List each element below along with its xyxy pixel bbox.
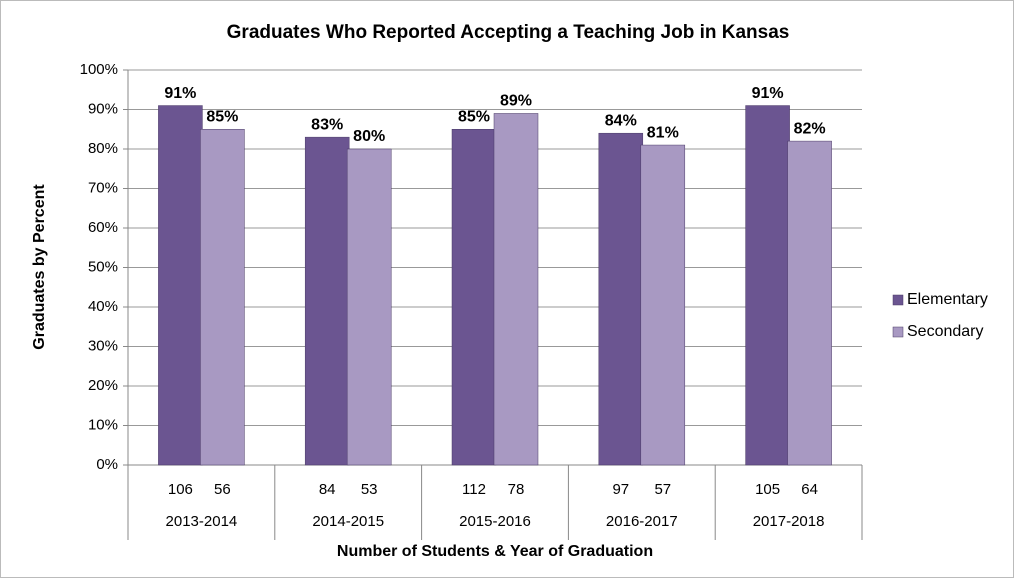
value-label: 80%	[353, 128, 385, 145]
y-tick-label: 40%	[88, 298, 118, 315]
legend-swatch	[892, 326, 904, 338]
x-tick-label: 2017-2018	[753, 513, 825, 530]
y-tick-label: 20%	[88, 377, 118, 394]
bar	[787, 140, 832, 466]
count-label: 106	[168, 481, 193, 498]
bar	[346, 148, 392, 466]
bar	[598, 132, 644, 466]
legend-label: Elementary	[907, 291, 988, 308]
y-tick-label: 50%	[88, 258, 118, 275]
y-tick-label: 30%	[88, 337, 118, 354]
count-label: 78	[508, 481, 525, 498]
legend-swatch	[892, 294, 904, 306]
y-tick-label: 0%	[96, 456, 118, 473]
value-label: 83%	[311, 116, 343, 133]
bar	[304, 136, 350, 466]
count-label: 97	[612, 481, 629, 498]
bar	[200, 129, 245, 466]
count-label: 112	[462, 481, 486, 498]
count-label: 57	[654, 481, 671, 498]
y-tick-label: 100%	[80, 61, 118, 78]
value-label: 85%	[206, 108, 238, 125]
x-tick-label: 2016-2017	[606, 513, 678, 530]
y-axis-title: Graduates by Percent	[31, 184, 48, 350]
value-label: 91%	[164, 85, 196, 102]
value-label: 81%	[647, 124, 679, 141]
x-tick-label: 2013-2014	[166, 513, 238, 530]
bar	[640, 144, 686, 466]
count-label: 53	[361, 481, 378, 498]
x-axis-title: Number of Students & Year of Graduation	[337, 543, 653, 560]
y-tick-label: 90%	[88, 100, 118, 117]
chart-title: Graduates Who Reported Accepting a Teach…	[227, 22, 790, 43]
count-label: 64	[801, 481, 818, 498]
x-tick-label: 2015-2016	[459, 513, 531, 530]
y-tick-label: 10%	[88, 416, 118, 433]
legend-label: Secondary	[907, 323, 984, 340]
count-label: 105	[755, 481, 780, 498]
bar	[451, 129, 497, 466]
count-label: 56	[214, 481, 231, 498]
value-label: 82%	[794, 120, 826, 137]
bar	[158, 105, 203, 466]
bar	[493, 113, 539, 466]
count-label: 84	[319, 481, 336, 498]
y-tick-label: 60%	[88, 219, 118, 236]
y-tick-label: 80%	[88, 140, 118, 157]
value-label: 84%	[605, 112, 637, 129]
bar	[745, 105, 790, 466]
value-label: 91%	[752, 85, 784, 102]
x-tick-label: 2014-2015	[312, 513, 384, 530]
y-tick-label: 70%	[88, 179, 118, 196]
value-label: 89%	[500, 93, 532, 110]
value-label: 85%	[458, 108, 490, 125]
